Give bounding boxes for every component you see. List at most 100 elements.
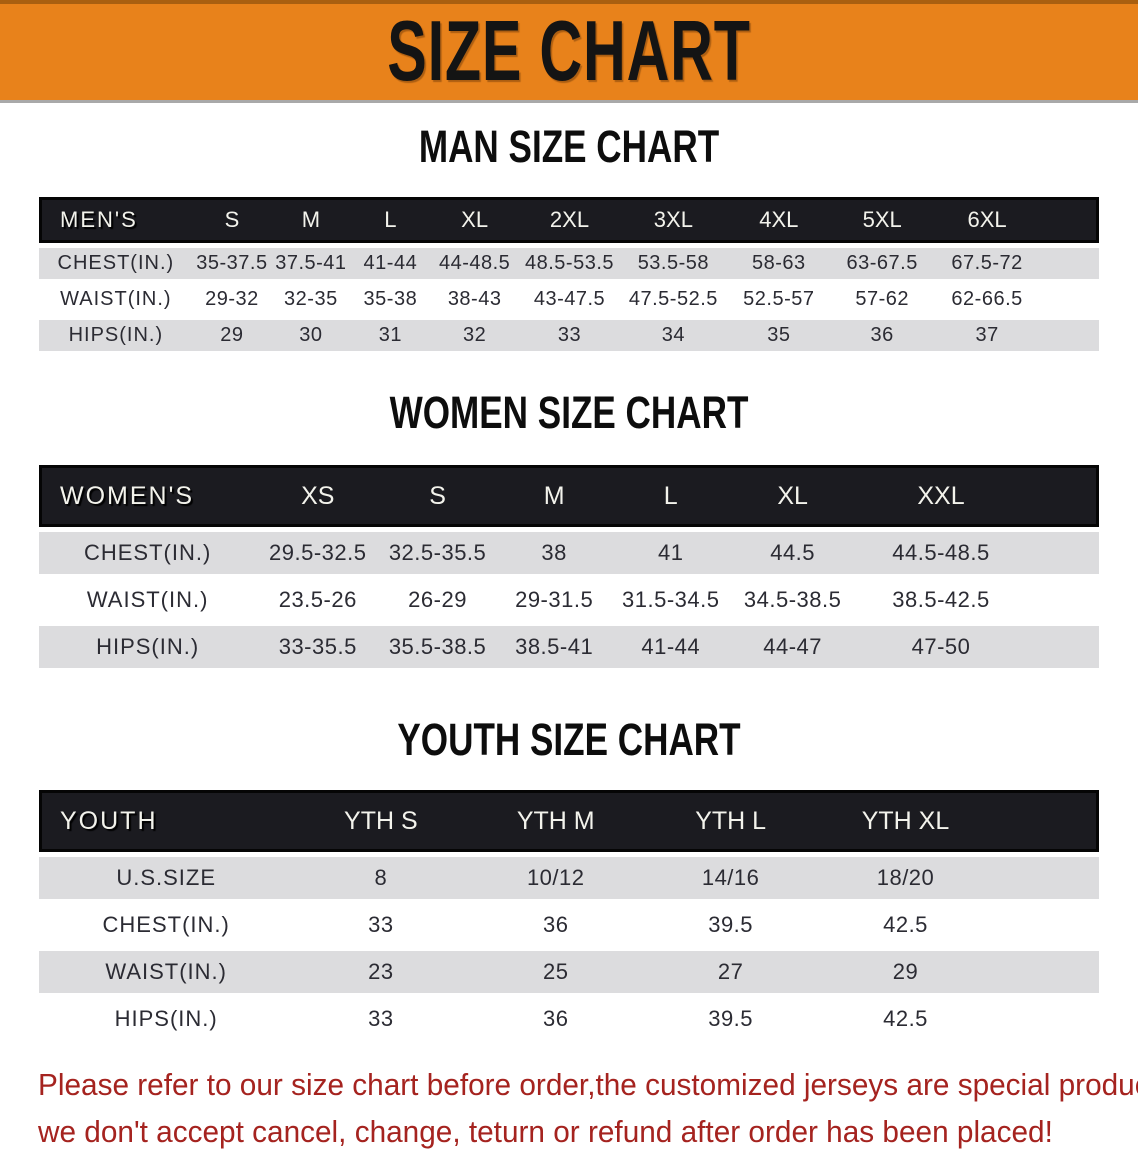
table-row: CHEST(IN.) 29.5-32.5 32.5-35.5 38 41 44.5 44.5… <box>39 532 1099 574</box>
column-header-cell: XXL <box>856 465 1026 527</box>
table-row: WAIST(IN.) 23 25 27 29 <box>39 951 1099 993</box>
value-cell: 29-31.5 <box>495 579 613 621</box>
column-header-cell: L <box>350 197 431 243</box>
row-spacer-cell <box>992 904 1099 946</box>
value-cell: 36 <box>468 998 644 1040</box>
table-header-row: YOUTH YTH S YTH M YTH L YTH XL <box>39 790 1099 852</box>
value-cell: 33-35.5 <box>256 626 380 668</box>
value-cell: 23.5-26 <box>256 579 380 621</box>
table-row: HIPS(IN.) 33 36 39.5 42.5 <box>39 998 1099 1040</box>
row-label-cell: HIPS(IN.) <box>39 998 294 1040</box>
value-cell: 32-35 <box>271 284 351 315</box>
size-chart-banner: SIZE CHART <box>0 0 1138 100</box>
value-cell: 33 <box>293 998 469 1040</box>
table-row: U.S.SIZE 8 10/12 14/16 18/20 <box>39 857 1099 899</box>
size-chart-sections: MAN SIZE CHART MEN'S S M L XL 2XL 3XL 4XL 5XL 6XL C… <box>0 124 1138 1045</box>
value-cell: 31 <box>350 320 431 351</box>
women-section-heading: WOMEN SIZE CHART <box>389 387 749 438</box>
row-spacer-cell <box>1040 248 1099 279</box>
value-cell: 38.5-42.5 <box>856 579 1026 621</box>
column-header-cell: XS <box>256 465 380 527</box>
row-label-cell: WAIST(IN.) <box>39 284 193 315</box>
row-spacer-cell <box>992 998 1099 1040</box>
value-cell: 35.5-38.5 <box>379 626 496 668</box>
value-cell: 8 <box>293 857 469 899</box>
value-cell: 33 <box>293 904 469 946</box>
women-size-table: WOMEN'S XS S M L XL XXL CHEST(IN.) 29.5-32.5 32.5… <box>39 460 1099 673</box>
value-cell: 41-44 <box>612 626 730 668</box>
column-header-cell: S <box>192 197 272 243</box>
value-cell: 67.5-72 <box>933 248 1041 279</box>
footnote-line-1: Please refer to our size chart before or… <box>38 1067 1138 1102</box>
value-cell: 44.5 <box>729 532 857 574</box>
value-cell: 53.5-58 <box>619 248 727 279</box>
men-size-table: MEN'S S M L XL 2XL 3XL 4XL 5XL 6XL CHEST(IN.) 35-37… <box>39 192 1099 356</box>
section-youth: YOUTH SIZE CHART YOUTH YTH S YTH M YTH L YTH … <box>0 717 1138 1045</box>
value-cell: 36 <box>830 320 934 351</box>
row-label-cell: HIPS(IN.) <box>39 626 257 668</box>
value-cell: 47.5-52.5 <box>619 284 727 315</box>
row-label-cell: WAIST(IN.) <box>39 579 257 621</box>
value-cell: 43-47.5 <box>519 284 620 315</box>
row-spacer-cell <box>1040 320 1099 351</box>
row-label-cell: WAIST(IN.) <box>39 951 294 993</box>
value-cell: 33 <box>519 320 620 351</box>
row-spacer-cell <box>992 951 1099 993</box>
value-cell: 37.5-41 <box>271 248 351 279</box>
value-cell: 41-44 <box>350 248 431 279</box>
column-header-cell: S <box>379 465 496 527</box>
value-cell: 32.5-35.5 <box>379 532 496 574</box>
column-header-cell: YTH M <box>468 790 644 852</box>
value-cell: 63-67.5 <box>830 248 934 279</box>
row-spacer-cell <box>992 857 1099 899</box>
column-header-cell: YTH S <box>293 790 469 852</box>
column-header-cell: XL <box>430 197 520 243</box>
header-spacer-cell <box>1040 197 1099 243</box>
value-cell: 38 <box>495 532 613 574</box>
header-label-cell: YOUTH <box>39 790 294 852</box>
table-row: WAIST(IN.) 23.5-26 26-29 29-31.5 31.5-34.5 34… <box>39 579 1099 621</box>
value-cell: 38-43 <box>430 284 520 315</box>
value-cell: 29-32 <box>192 284 272 315</box>
value-cell: 29 <box>818 951 993 993</box>
row-label-cell: CHEST(IN.) <box>39 904 294 946</box>
value-cell: 14/16 <box>643 857 819 899</box>
row-spacer-cell <box>1040 284 1099 315</box>
value-cell: 26-29 <box>379 579 496 621</box>
youth-section-heading: YOUTH SIZE CHART <box>397 714 741 765</box>
row-label-cell: HIPS(IN.) <box>39 320 193 351</box>
footnote: Please refer to our size chart before or… <box>38 1061 1138 1155</box>
table-row: CHEST(IN.) 35-37.5 37.5-41 41-44 44-48.5 48.5… <box>39 248 1099 279</box>
row-spacer-cell <box>1025 532 1099 574</box>
column-header-cell: YTH XL <box>818 790 993 852</box>
value-cell: 41 <box>612 532 730 574</box>
column-header-cell: 6XL <box>933 197 1041 243</box>
column-header-cell: M <box>271 197 351 243</box>
value-cell: 48.5-53.5 <box>519 248 620 279</box>
value-cell: 39.5 <box>643 904 819 946</box>
table-header-row: MEN'S S M L XL 2XL 3XL 4XL 5XL 6XL <box>39 197 1099 243</box>
header-label-cell: WOMEN'S <box>39 465 257 527</box>
section-women: WOMEN SIZE CHART WOMEN'S XS S M L XL XXL CHEST(I… <box>0 390 1138 673</box>
column-header-cell: 3XL <box>619 197 727 243</box>
value-cell: 47-50 <box>856 626 1026 668</box>
value-cell: 38.5-41 <box>495 626 613 668</box>
column-header-cell: YTH L <box>643 790 819 852</box>
column-header-cell: XL <box>729 465 857 527</box>
value-cell: 10/12 <box>468 857 644 899</box>
header-label-cell: MEN'S <box>39 197 193 243</box>
value-cell: 44.5-48.5 <box>856 532 1026 574</box>
value-cell: 23 <box>293 951 469 993</box>
row-spacer-cell <box>1025 579 1099 621</box>
table-header-row: WOMEN'S XS S M L XL XXL <box>39 465 1099 527</box>
value-cell: 34 <box>619 320 727 351</box>
row-spacer-cell <box>1025 626 1099 668</box>
column-header-cell: 4XL <box>726 197 831 243</box>
row-label-cell: U.S.SIZE <box>39 857 294 899</box>
value-cell: 62-66.5 <box>933 284 1041 315</box>
value-cell: 39.5 <box>643 998 819 1040</box>
value-cell: 42.5 <box>818 904 993 946</box>
value-cell: 18/20 <box>818 857 993 899</box>
row-label-cell: CHEST(IN.) <box>39 248 193 279</box>
men-section-heading: MAN SIZE CHART <box>418 121 720 172</box>
